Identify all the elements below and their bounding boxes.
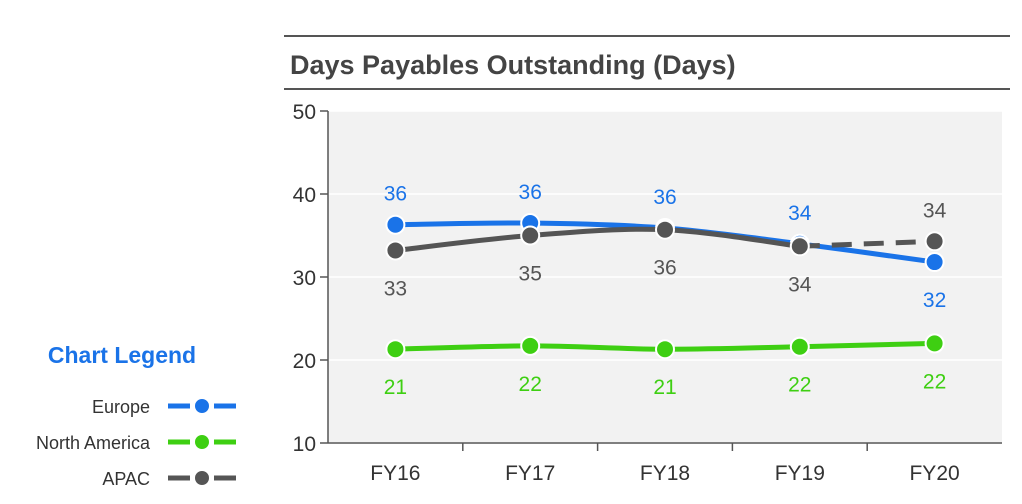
- y-tick-label: 20: [293, 350, 316, 373]
- gridlines: [328, 110, 1002, 361]
- apac-data-label: 35: [519, 263, 542, 286]
- apac-point: [924, 231, 945, 252]
- north-america-data-label: 22: [788, 374, 811, 397]
- apac-point: [385, 240, 406, 261]
- europe-data-label: 32: [923, 289, 946, 312]
- apac-point: [789, 236, 810, 257]
- y-tick-label: 10: [293, 433, 316, 456]
- europe-data-label: 36: [653, 186, 676, 209]
- north-america-point: [385, 339, 406, 360]
- north-america-point: [924, 333, 945, 354]
- legend: Europe North America APAC: [36, 397, 236, 489]
- data-labels: 36 36 36 34 32 21 22 21 22 22 33 35 36 34 34: [384, 181, 947, 399]
- x-tick-label: FY17: [505, 462, 555, 485]
- apac-point: [655, 219, 675, 240]
- europe-data-label: 36: [384, 183, 407, 206]
- apac-data-label: 34: [788, 273, 812, 296]
- europe-data-label: 34: [788, 202, 812, 225]
- north-america-point: [789, 336, 810, 357]
- y-axis-ticks: 10 20 30 40 50: [293, 101, 328, 456]
- x-tick-label: FY16: [370, 462, 420, 485]
- apac-data-label: 34: [923, 199, 947, 222]
- legend-label-north-america: North America: [36, 433, 151, 453]
- chart-title: Days Payables Outstanding (Days): [290, 50, 736, 80]
- x-axis-ticks: FY16 FY17 FY18 FY19 FY20: [370, 443, 960, 485]
- x-tick-label: FY20: [909, 462, 959, 485]
- europe-point: [924, 252, 945, 273]
- y-tick-label: 30: [293, 267, 316, 290]
- north-america-data-label: 22: [923, 370, 946, 393]
- europe-data-label: 36: [519, 181, 542, 204]
- apac-data-label: 36: [653, 257, 676, 280]
- north-america-data-label: 21: [384, 376, 407, 399]
- europe-point: [385, 214, 406, 235]
- legend-label-europe: Europe: [92, 397, 150, 417]
- legend-swatch-marker: [193, 397, 211, 415]
- legend-swatch-marker: [193, 433, 211, 451]
- apac-line-dashed: [799, 238, 935, 249]
- north-america-data-label: 22: [519, 373, 542, 396]
- legend-title: Chart Legend: [48, 342, 196, 368]
- series-layer: [385, 213, 945, 360]
- north-america-point: [520, 335, 541, 356]
- north-america-point: [655, 339, 675, 360]
- legend-label-apac: APAC: [102, 469, 150, 489]
- legend-swatch-marker: [193, 469, 211, 487]
- y-tick-label: 50: [293, 101, 316, 124]
- apac-data-label: 33: [384, 277, 407, 300]
- y-tick-label: 40: [293, 184, 316, 207]
- apac-line: [395, 226, 801, 253]
- x-tick-label: FY19: [775, 462, 825, 485]
- x-tick-label: FY18: [640, 462, 690, 485]
- apac-point: [520, 225, 541, 246]
- north-america-data-label: 21: [653, 376, 676, 399]
